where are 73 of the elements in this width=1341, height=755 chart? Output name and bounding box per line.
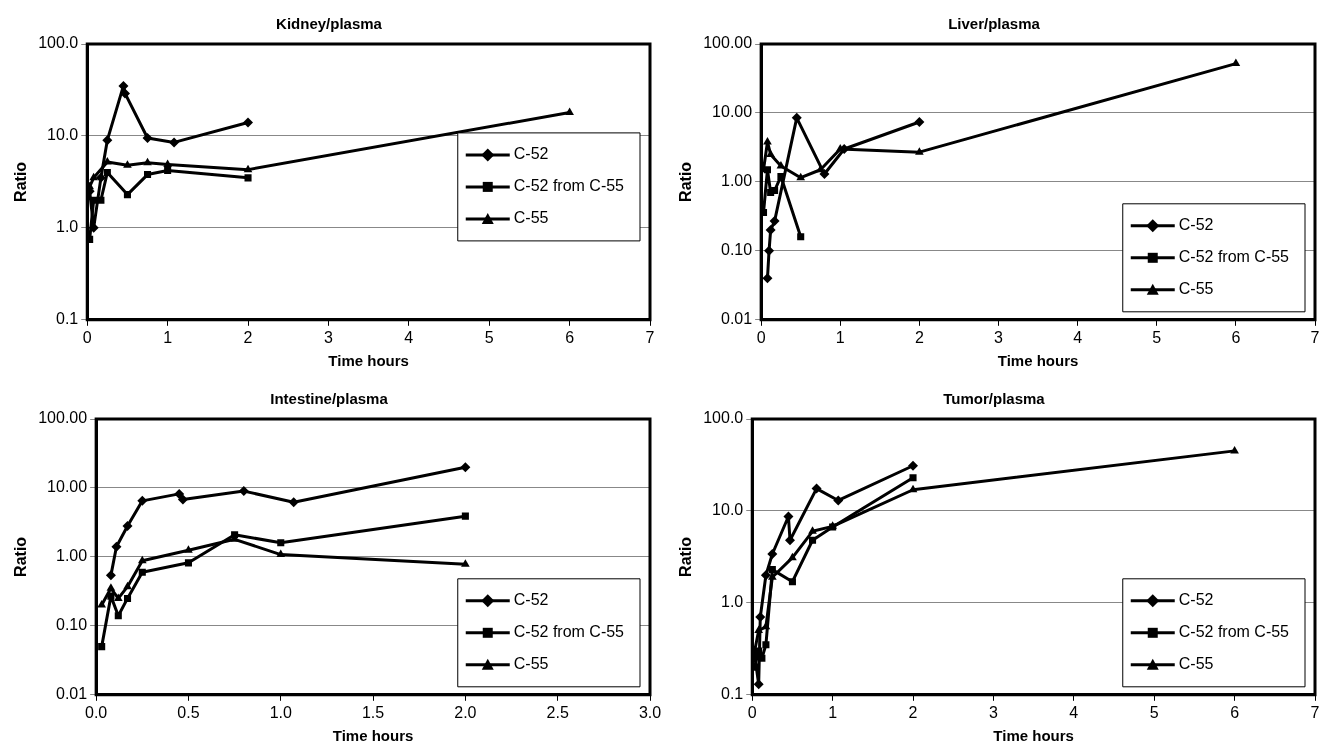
legend-label: C-52: [1178, 591, 1214, 609]
y-axis-title: Ratio: [12, 536, 30, 577]
x-tick-label: 7: [1310, 703, 1320, 721]
y-tick-label: 10.00: [47, 478, 88, 496]
x-tick-label: 2: [908, 703, 918, 721]
x-tick-label: 1.0: [269, 703, 292, 721]
x-tick-label: 4: [1073, 328, 1083, 346]
y-axis-title: Ratio: [677, 536, 695, 577]
y-tick-label: 0.10: [56, 616, 88, 634]
y-tick-label: 100.0: [38, 34, 79, 52]
x-tick-label: 5: [1149, 703, 1159, 721]
y-tick-label: 0.01: [56, 685, 88, 703]
legend-label: C-52: [513, 591, 549, 609]
x-tick-label: 3: [323, 328, 333, 346]
legend-label: C-52: [513, 145, 549, 163]
y-axis-title: Ratio: [677, 161, 695, 202]
chart-title: Intestine/plasma: [270, 390, 389, 408]
x-tick-label: 1: [163, 328, 173, 346]
x-tick-label: 0.5: [177, 703, 200, 721]
legend-label: C-52: [1178, 216, 1214, 234]
x-tick-label: 0: [756, 328, 766, 346]
x-tick-label: 1: [828, 703, 838, 721]
legend-label: C-52 from C-55: [1178, 248, 1290, 266]
y-tick-label: 0.10: [721, 241, 753, 259]
y-tick-label: 10.0: [712, 501, 744, 519]
legend-label: C-55: [1178, 280, 1214, 298]
x-tick-label: 6: [565, 328, 575, 346]
x-axis-title: Time hours: [997, 352, 1079, 370]
legend-label: C-52 from C-55: [513, 623, 625, 641]
x-tick-label: 4: [1069, 703, 1079, 721]
y-tick-label: 0.1: [720, 685, 744, 703]
x-tick-label: 5: [1152, 328, 1162, 346]
legend-label: C-55: [513, 209, 549, 227]
y-tick-label: 1.0: [720, 593, 744, 611]
chart-title: Liver/plasma: [948, 15, 1041, 33]
legend-label: C-55: [513, 655, 549, 673]
x-axis-title: Time hours: [993, 727, 1074, 745]
y-tick-label: 100.0: [703, 409, 744, 427]
x-tick-label: 2.0: [454, 703, 477, 721]
x-tick-label: 1: [835, 328, 845, 346]
x-tick-label: 7: [645, 328, 655, 346]
x-tick-label: 4: [404, 328, 414, 346]
x-tick-label: 0: [747, 703, 757, 721]
x-tick-label: 3.0: [638, 703, 662, 721]
y-tick-label: 10.0: [47, 126, 79, 144]
x-tick-label: 1.5: [361, 703, 385, 721]
x-axis-title: Time hours: [328, 352, 409, 370]
x-tick-label: 7: [1310, 328, 1320, 346]
y-tick-label: 100.00: [703, 34, 753, 52]
y-tick-label: 100.00: [38, 409, 88, 427]
y-tick-label: 0.01: [721, 310, 753, 328]
x-tick-label: 2.5: [546, 703, 569, 721]
x-tick-label: 3: [988, 703, 998, 721]
x-tick-label: 3: [994, 328, 1004, 346]
legend-label: C-55: [1178, 655, 1214, 673]
x-tick-label: 0.0: [85, 703, 108, 721]
y-tick-label: 10.00: [712, 103, 753, 121]
x-tick-label: 5: [484, 328, 494, 346]
x-tick-label: 2: [914, 328, 924, 346]
legend-label: C-52 from C-55: [1178, 623, 1290, 641]
y-tick-label: 1.0: [55, 218, 79, 236]
y-axis-title: Ratio: [12, 161, 30, 202]
chart-title: Kidney/plasma: [276, 15, 383, 33]
legend-label: C-52 from C-55: [513, 177, 625, 195]
x-tick-label: 0: [82, 328, 92, 346]
y-tick-label: 0.1: [55, 310, 79, 328]
y-tick-label: 1.00: [721, 172, 753, 190]
x-axis-title: Time hours: [332, 727, 414, 745]
y-tick-label: 1.00: [56, 547, 88, 565]
x-tick-label: 6: [1230, 703, 1240, 721]
chart-title: Tumor/plasma: [943, 390, 1046, 408]
x-tick-label: 2: [243, 328, 253, 346]
x-tick-label: 6: [1231, 328, 1241, 346]
